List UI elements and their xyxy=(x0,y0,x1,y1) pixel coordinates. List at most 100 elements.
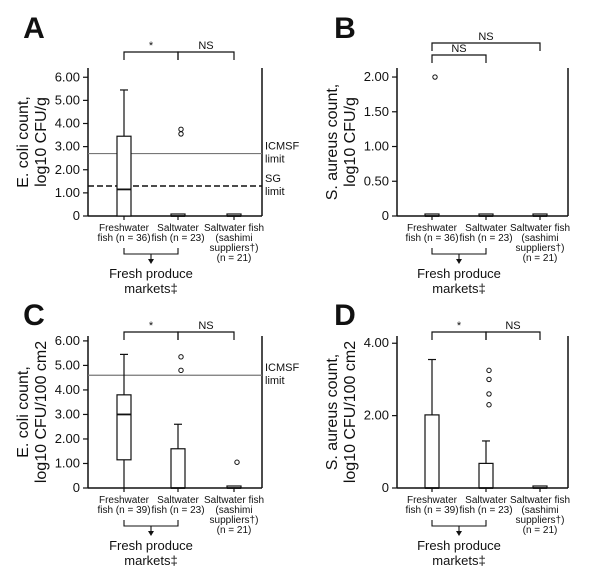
group-bracket xyxy=(431,520,487,527)
comparison-bracket xyxy=(123,51,179,60)
outlier-point xyxy=(178,354,184,360)
group-label: Fresh produce xyxy=(417,538,501,553)
y-tick-label: 5.00 xyxy=(55,92,80,107)
category-label: fish (n = 39) xyxy=(97,505,150,516)
category-label: Saltwater fish xyxy=(204,495,264,506)
category-label: (sashimi xyxy=(215,505,252,516)
category-label: (n = 21) xyxy=(217,525,252,536)
group-arrowhead xyxy=(148,259,154,264)
category-label: Saltwater xyxy=(157,495,199,506)
box-1 xyxy=(424,74,440,217)
y-axis-label-line1: S. aureus count, xyxy=(324,84,341,201)
group-bracket xyxy=(123,520,179,527)
y-axis-label-line2: log10 CFU/g xyxy=(33,97,50,187)
box-1 xyxy=(116,89,132,217)
comparison-label: NS xyxy=(478,31,493,43)
panel-letter: D xyxy=(334,299,356,332)
category-label: suppliers†) xyxy=(210,243,259,254)
group-arrowhead xyxy=(456,531,462,536)
group-label: markets‡ xyxy=(432,553,485,568)
y-axis-label-line2: log10 CFU/g xyxy=(342,97,359,187)
reference-line-label: ICMSF xyxy=(265,362,300,374)
y-tick-label: 0.50 xyxy=(364,173,389,188)
group-label: Fresh produce xyxy=(109,538,193,553)
category-label: Freshwater xyxy=(407,495,458,506)
outlier-point xyxy=(486,391,492,397)
category-label: fish (n = 23) xyxy=(151,505,204,516)
comparison-label: NS xyxy=(198,320,213,332)
comparison-bracket xyxy=(431,42,541,51)
comparison-label: NS xyxy=(198,40,213,52)
y-tick-label: 0 xyxy=(73,480,80,495)
category-label: fish (n = 23) xyxy=(459,505,512,516)
panel-c: C 0 1.00 2.00 3.00 4.00 5.00 6.00 E. coli count,… xyxy=(15,299,300,568)
box-iqr xyxy=(116,135,132,217)
box-3 xyxy=(226,213,242,217)
panel-b: B 0 0.50 1.00 1.50 2.00 S. aureus count, log10 … xyxy=(324,12,570,296)
y-tick-label: 1.00 xyxy=(55,455,80,470)
box-1 xyxy=(424,358,440,489)
outlier-point xyxy=(178,126,184,132)
category-label: suppliers†) xyxy=(516,515,565,526)
y-tick-label: 4.00 xyxy=(55,116,80,131)
y-tick-label: 2.00 xyxy=(364,69,389,84)
box-3 xyxy=(226,459,242,489)
y-axis-label-line2: log10 CFU/100 cm2 xyxy=(33,341,50,483)
comparison-bracket xyxy=(123,331,179,340)
box-3 xyxy=(532,485,548,489)
group-bracket xyxy=(431,248,487,255)
panel-a: A 0 1.00 2.00 3.00 4.00 5.00 6.00 E. coli count,… xyxy=(15,12,300,296)
category-label: suppliers†) xyxy=(210,515,259,526)
comparison-label: * xyxy=(149,40,154,52)
y-tick-label: 2.00 xyxy=(55,431,80,446)
box-iqr xyxy=(170,448,186,489)
category-label: (sashimi xyxy=(521,233,558,244)
outlier-point xyxy=(486,367,492,374)
box-1 xyxy=(116,353,132,488)
box-iqr xyxy=(116,394,132,461)
outlier-point xyxy=(432,74,438,80)
y-tick-label: 0 xyxy=(73,208,80,223)
category-label: (sashimi xyxy=(521,505,558,516)
category-label: Saltwater fish xyxy=(510,495,570,506)
y-tick-label: 1.50 xyxy=(364,104,389,119)
category-label: Freshwater xyxy=(99,223,150,234)
box-iqr xyxy=(424,414,440,489)
box-3 xyxy=(532,213,548,217)
group-bracket xyxy=(123,248,179,255)
y-tick-label: 2.00 xyxy=(364,408,389,423)
y-axis-label-line2: log10 CFU/100 cm2 xyxy=(342,341,359,483)
outlier-point xyxy=(178,131,184,137)
reference-line-label: ICMSF xyxy=(265,141,300,153)
y-tick-label: 0 xyxy=(382,208,389,223)
y-tick-label: 6.00 xyxy=(55,333,80,348)
comparison-label: NS xyxy=(451,43,466,55)
y-tick-label: 6.00 xyxy=(55,69,80,84)
panel-letter: C xyxy=(23,299,45,332)
comparison-bracket xyxy=(177,331,235,340)
comparison-bracket xyxy=(431,331,487,340)
group-arrowhead xyxy=(148,531,154,536)
y-tick-label: 3.00 xyxy=(55,139,80,154)
reference-line-label: SG xyxy=(265,173,281,185)
category-label: Freshwater xyxy=(99,495,150,506)
category-label: fish (n = 23) xyxy=(151,233,204,244)
y-tick-label: 0 xyxy=(382,480,389,495)
box-2 xyxy=(170,354,186,489)
y-tick-label: 4.00 xyxy=(364,335,389,350)
category-label: (n = 21) xyxy=(523,525,558,536)
reference-line-label: limit xyxy=(265,186,285,198)
box-2 xyxy=(478,367,494,489)
comparison-bracket xyxy=(177,51,235,60)
reference-line-label: limit xyxy=(265,375,285,387)
category-label: (n = 21) xyxy=(523,253,558,264)
category-label: fish (n = 23) xyxy=(459,233,512,244)
group-label: markets‡ xyxy=(124,553,177,568)
category-label: fish (n = 36) xyxy=(405,233,458,244)
outlier-point xyxy=(486,402,492,408)
group-label: markets‡ xyxy=(124,281,177,296)
y-tick-label: 5.00 xyxy=(55,357,80,372)
y-tick-label: 3.00 xyxy=(55,406,80,421)
y-axis-label-line1: E. coli count, xyxy=(15,96,32,188)
